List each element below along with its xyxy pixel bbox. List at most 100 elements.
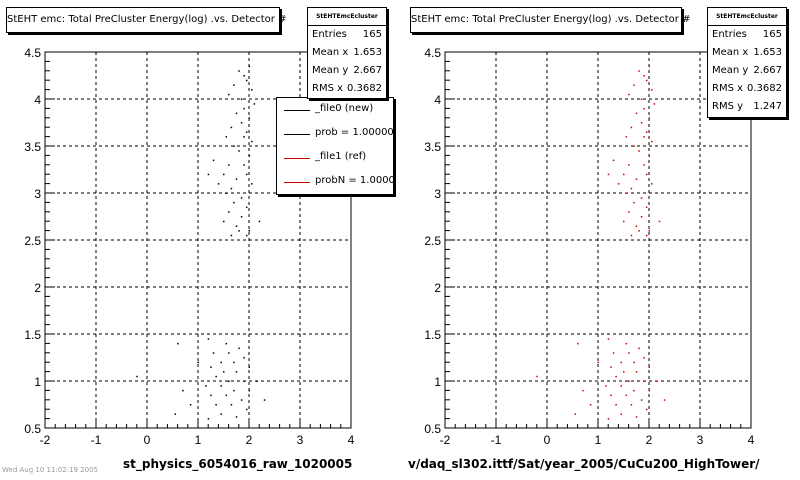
data-point (656, 380, 658, 382)
data-point (633, 389, 635, 392)
data-point (210, 394, 212, 397)
legend-line-prob (284, 134, 310, 135)
x-tick-label: -2 (40, 433, 51, 447)
right-stats-row-entries: Entries 165 (708, 26, 786, 44)
x-tick-label: 1 (595, 433, 602, 447)
y-tick-label: 2 (34, 281, 41, 295)
data-point (223, 220, 225, 223)
y-tick-label: 2.5 (424, 234, 441, 248)
data-point (225, 342, 228, 345)
data-point (648, 65, 650, 68)
data-point (643, 357, 645, 359)
y-tick-label: 4.5 (424, 46, 441, 60)
data-point (228, 93, 230, 96)
data-point (233, 145, 235, 147)
data-point (620, 385, 622, 387)
stats-value: 1.247 (753, 101, 782, 112)
data-point (233, 201, 235, 204)
y-tick-label: 1 (34, 375, 41, 389)
right-scatter-chart: -2 -1 0 1 2 3 4 0.5 1 1.5 2 2.5 3 3.5 4 4.5 (424, 46, 754, 447)
data-point (210, 366, 212, 368)
data-point (215, 375, 217, 378)
left-stats-row-rms-x: RMS x 0.3682 (308, 80, 386, 98)
data-point (251, 183, 253, 185)
data-point (645, 206, 648, 209)
stats-label: Mean y (712, 65, 749, 76)
data-point (197, 361, 199, 364)
data-point (607, 338, 610, 340)
x-tick-label: -2 (440, 433, 451, 447)
stats-label: RMS y (712, 101, 744, 112)
data-point (225, 394, 228, 397)
x-tick-label: 4 (348, 433, 355, 447)
left-stats-row-entries: Entries 165 (308, 26, 386, 44)
y-tick-label: 3.5 (24, 140, 41, 154)
data-point (245, 173, 248, 176)
data-point (245, 206, 248, 209)
data-point (628, 211, 630, 213)
left-stats-row-mean-x: Mean x 1.653 (308, 44, 386, 62)
data-point (617, 183, 620, 185)
left-plot-panel: -2 -1 0 1 2 3 4 0.5 1 1.5 2 2.5 3 3.5 4 4.5 StEHT emc: … (6, 7, 394, 471)
stats-label: RMS x (312, 83, 344, 94)
data-point (635, 416, 638, 418)
data-point (582, 389, 584, 392)
data-point (612, 352, 615, 354)
x-tick-label: 3 (297, 433, 304, 447)
left-x-axis-title: st_physics_6054016_raw_1020005 (123, 457, 353, 471)
data-point (233, 361, 235, 364)
data-point (245, 408, 248, 411)
data-point (230, 404, 233, 406)
data-point (651, 140, 653, 143)
y-tick-label: 0.5 (24, 422, 41, 436)
data-point (628, 164, 630, 166)
x-tick-label: -1 (91, 433, 102, 447)
data-point (612, 159, 615, 162)
data-point (630, 187, 633, 190)
data-point (638, 150, 640, 152)
legend-entry-file1: _file1 (ref) (277, 146, 393, 170)
data-point (240, 399, 243, 401)
data-point (243, 136, 245, 138)
data-point (536, 375, 538, 378)
x-tick-label: -1 (491, 433, 502, 447)
data-point (610, 366, 612, 368)
right-stats-title: StEHTEmcEcluster (708, 8, 786, 26)
data-point (189, 404, 192, 406)
data-point (648, 117, 650, 119)
data-point (625, 136, 628, 138)
y-tick-label: 3 (34, 187, 41, 201)
y-tick-label: 4 (34, 93, 41, 107)
data-point (643, 380, 645, 382)
data-point (615, 404, 617, 406)
data-point (620, 413, 622, 415)
data-point (177, 342, 179, 345)
data-point (635, 225, 638, 227)
right-stats-row-mean-x: Mean x 1.653 (708, 44, 786, 62)
data-point (248, 117, 250, 119)
data-point (630, 126, 633, 129)
x-tick-label: 0 (544, 433, 551, 447)
data-point (623, 371, 625, 373)
data-point (607, 418, 610, 420)
data-point (235, 416, 238, 418)
data-point (225, 192, 228, 194)
data-point (645, 234, 648, 237)
data-point (577, 342, 579, 345)
data-point (640, 399, 643, 401)
data-point (225, 136, 228, 138)
data-point (645, 131, 648, 133)
data-point (589, 404, 592, 406)
right-stats-row-rms-y: RMS y 1.247 (708, 98, 786, 116)
data-point (243, 380, 245, 382)
data-point (182, 389, 184, 392)
data-point (240, 216, 243, 218)
x-tick-label: 2 (646, 433, 653, 447)
data-point (633, 84, 635, 86)
stats-value: 1.653 (753, 47, 782, 58)
data-point (605, 385, 607, 387)
data-point (643, 164, 645, 166)
x-tick-label: 1 (195, 433, 202, 447)
data-point (223, 173, 225, 176)
data-point (253, 103, 256, 105)
